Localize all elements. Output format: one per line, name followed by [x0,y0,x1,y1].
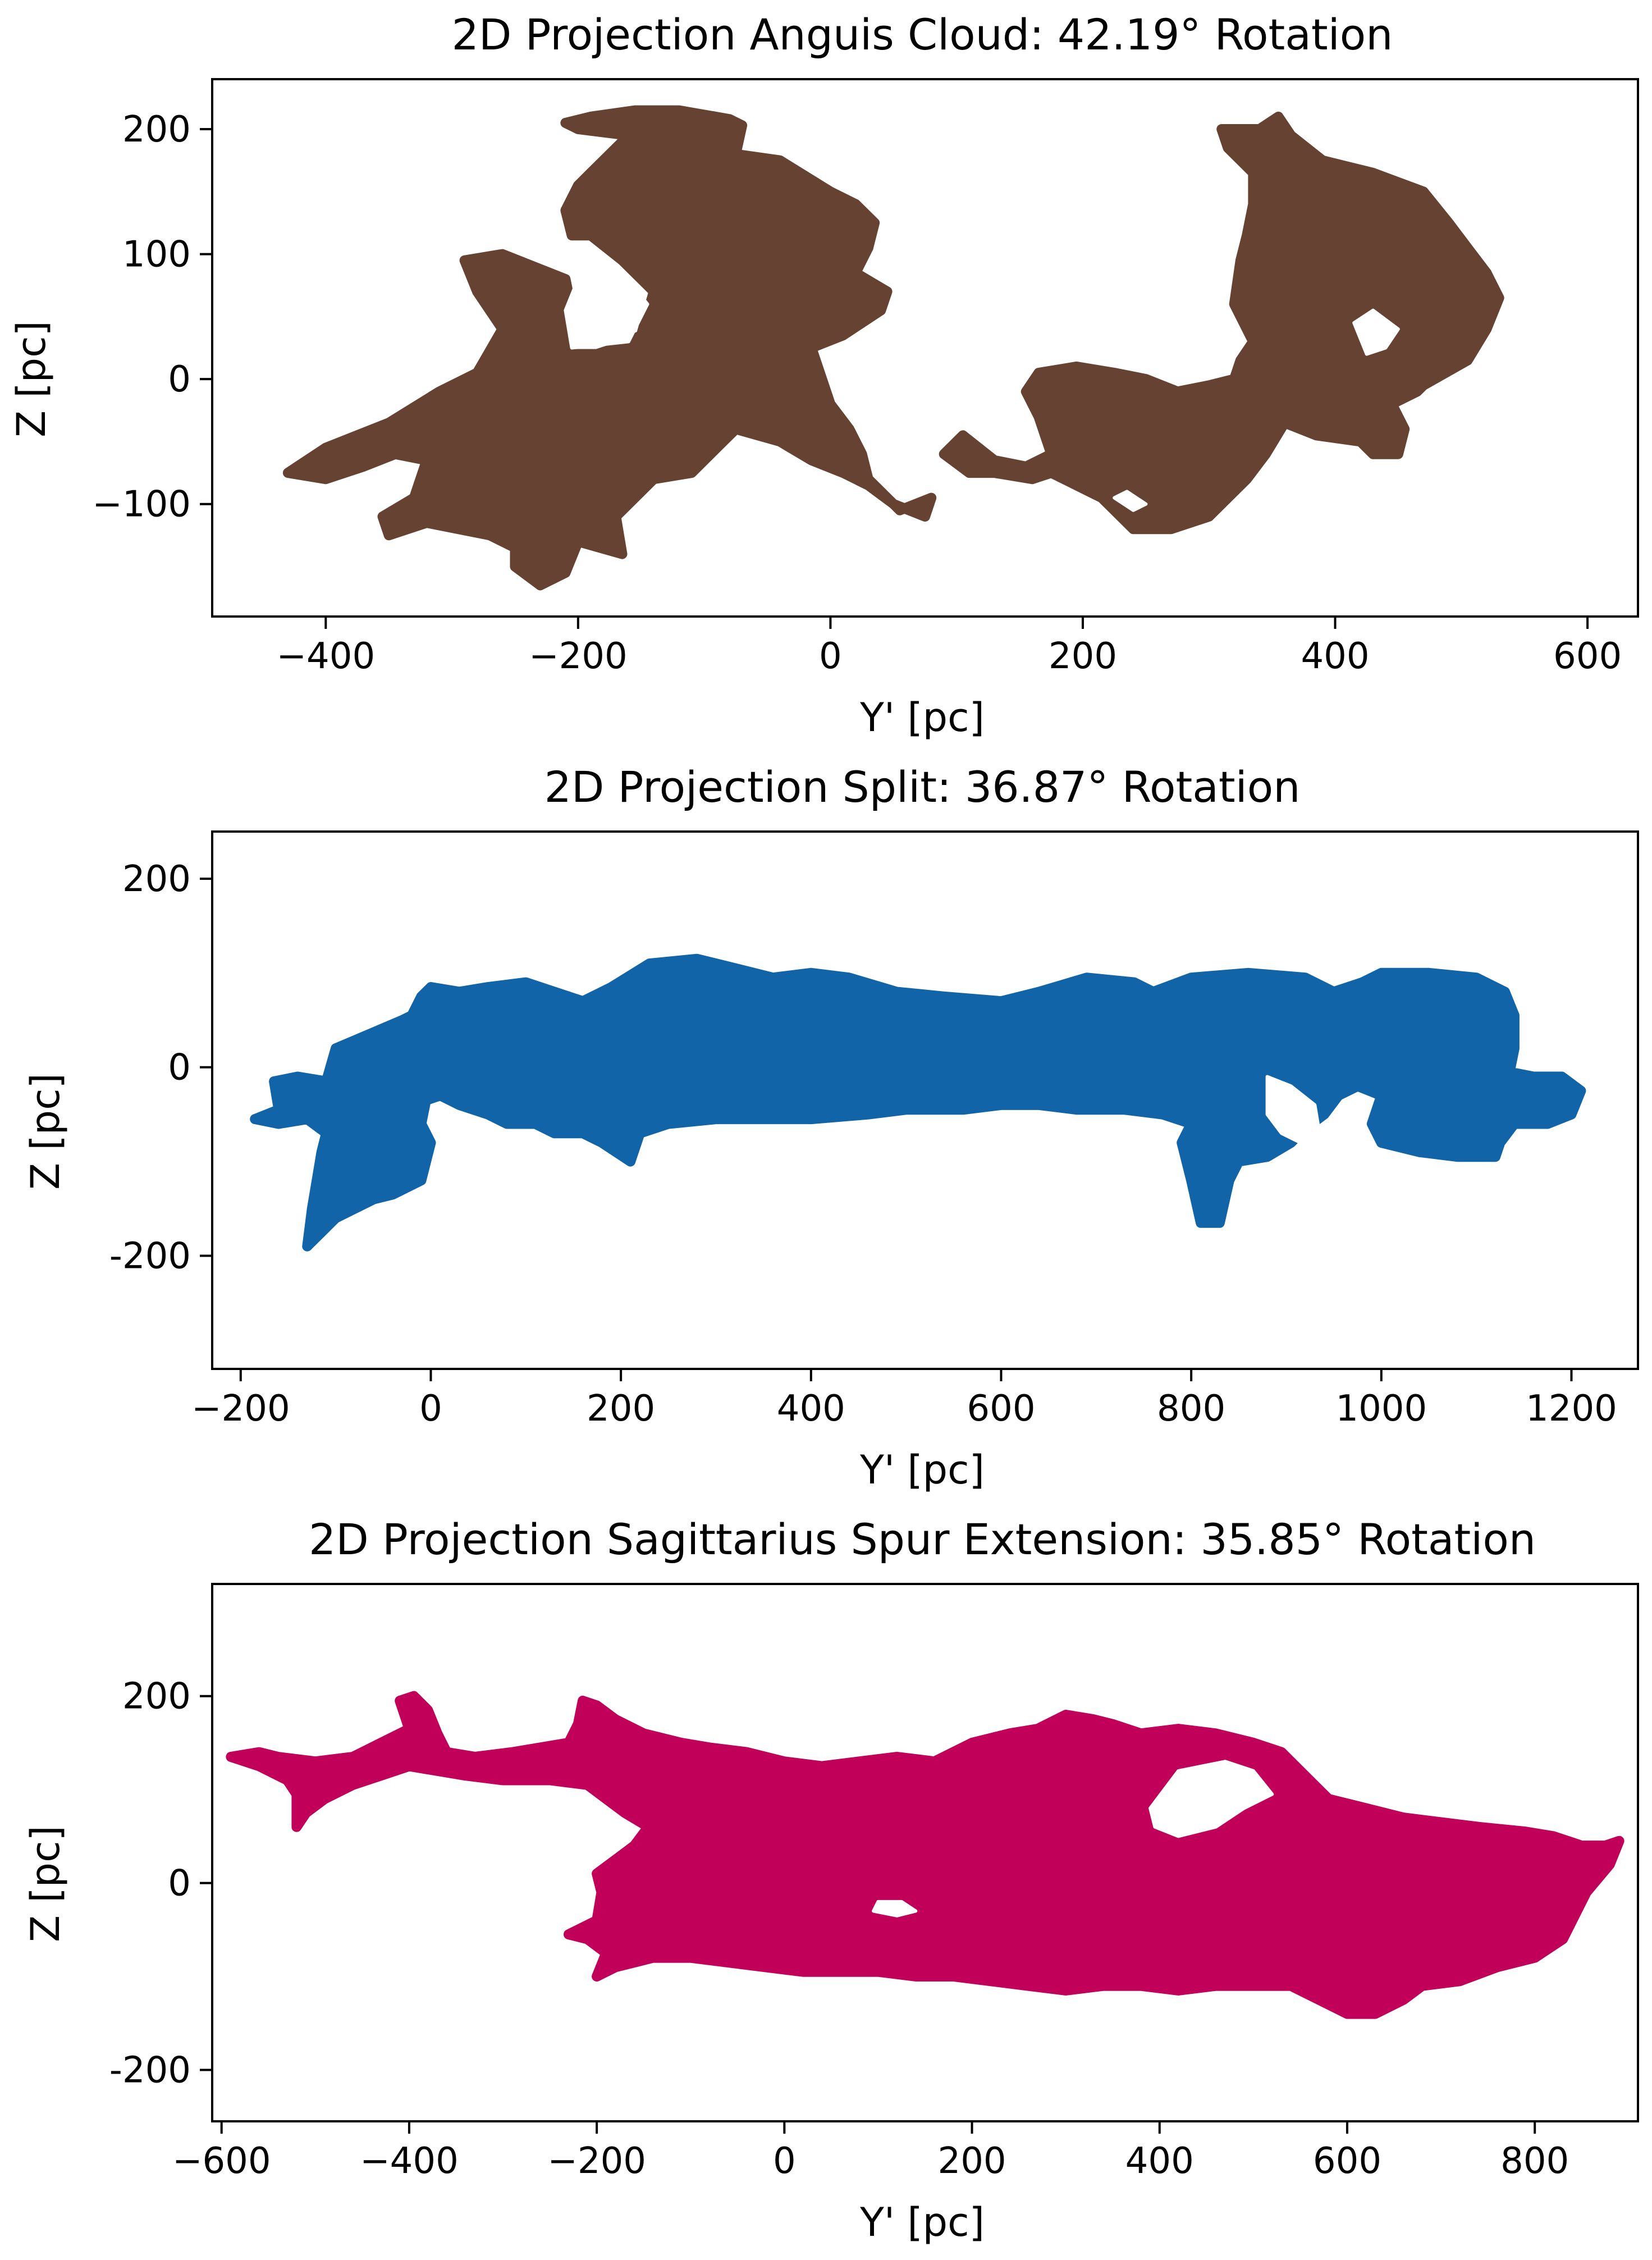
axes-frame [211,78,1639,618]
y-tick-label: 0 [168,1863,191,1905]
x-tick-label: 400 [1125,2140,1194,2182]
panel-sagittarius-spur-extension: 2D Projection Sagittarius Spur Extension… [22,1514,1639,2245]
x-tick-label: 800 [1157,1388,1225,1430]
x-tick-label: 1000 [1335,1388,1427,1430]
chart-title: 2D Projection Sagittarius Spur Extension… [309,1514,1536,1564]
cloud-gap-2 [872,1900,918,1917]
x-tick-label: 800 [1500,2140,1569,2182]
y-tick-label: −100 [92,484,191,526]
axes-frame [211,1583,1639,2122]
cloud-gap-1 [1148,1760,1274,1838]
x-tick-label: −400 [360,2140,459,2182]
x-axis-label: Y' [pc] [859,695,985,741]
data-layer [250,953,1586,1252]
cloud-region-1 [250,953,1586,1252]
x-tick-label: 600 [1553,636,1622,677]
x-tick-label: 200 [1049,636,1117,677]
cloud-region-1 [226,1691,1624,2019]
cloud-region-2 [939,111,1504,535]
x-tick-label: 0 [419,1388,442,1430]
y-tick-label: 200 [122,109,191,150]
cloud-region-1 [282,105,937,591]
x-tick-label: 0 [773,2140,796,2182]
axes-frame [211,830,1639,1370]
y-axis-label: Z [pc] [22,1825,68,1942]
x-tick-label: 400 [1301,636,1369,677]
y-axis-label: Z [pc] [22,1073,68,1190]
y-tick-label: 200 [122,1676,191,1718]
x-tick-label: −400 [276,636,375,677]
x-tick-label: 1200 [1526,1388,1617,1430]
y-tick-label: 100 [122,234,191,276]
cloud-gap-3 [1113,490,1148,512]
y-tick-label: 0 [168,359,191,400]
y-tick-label: 200 [122,859,191,900]
chart-title: 2D Projection Anguis Cloud: 42.19° Rotat… [452,10,1393,60]
x-tick-label: 600 [1313,2140,1381,2182]
x-tick-label: −200 [529,636,628,677]
x-axis-label: Y' [pc] [859,1447,985,1493]
x-tick-label: 200 [937,2140,1006,2182]
x-tick-label: −600 [172,2140,271,2182]
panel-anguis-cloud: 2D Projection Anguis Cloud: 42.19° Rotat… [8,10,1639,741]
y-axis-label: Z [pc] [8,321,54,437]
x-tick-label: −200 [191,1388,290,1430]
x-tick-label: −200 [547,2140,646,2182]
x-tick-label: 600 [967,1388,1035,1430]
panel-split: 2D Projection Split: 36.87° Rotation Y' … [22,762,1639,1493]
cloud-gap-1 [564,258,649,350]
cloud-gap-1 [1265,1075,1321,1145]
x-axis-label: Y' [pc] [859,2199,985,2245]
y-tick-label: -200 [109,1236,191,1277]
x-tick-label: 0 [819,636,842,677]
y-tick-label: 0 [168,1047,191,1089]
y-tick-label: -200 [109,2049,191,2091]
cloud-gap-2 [1352,308,1400,356]
x-tick-label: 200 [587,1388,655,1430]
data-layer [226,1691,1624,2019]
x-tick-label: 400 [777,1388,845,1430]
data-layer [282,105,1504,591]
chart-title: 2D Projection Split: 36.87° Rotation [544,762,1301,812]
